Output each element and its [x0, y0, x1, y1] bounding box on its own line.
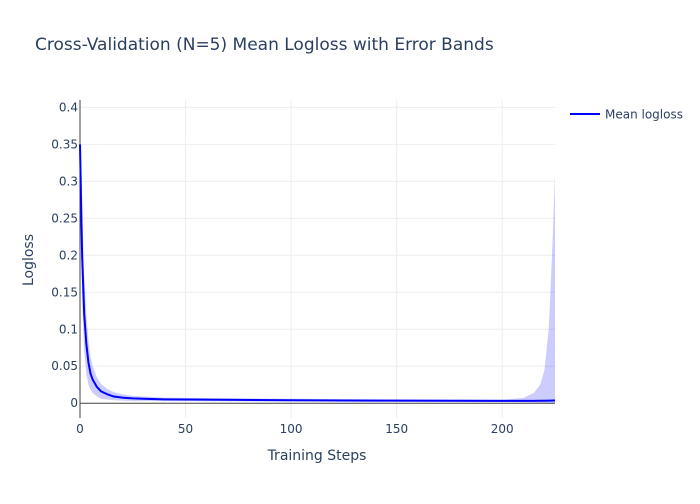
y-tick-label: 0.2 [59, 248, 78, 262]
y-axis-title: Logloss [21, 234, 37, 286]
y-tick-label: 0.4 [59, 100, 78, 114]
x-tick-label: 100 [280, 422, 303, 436]
x-tick-label: 150 [385, 422, 408, 436]
y-tick-label: 0.25 [51, 211, 78, 225]
x-tick-label: 50 [178, 422, 193, 436]
chart-title: Cross-Validation (N=5) Mean Logloss with… [35, 35, 494, 55]
y-tick-label: 0.3 [59, 174, 78, 188]
legend-label: Mean logloss [605, 108, 683, 122]
x-tick-label: 200 [491, 422, 514, 436]
x-axis-title: Training Steps [267, 448, 367, 464]
y-tick-label: 0.1 [59, 322, 78, 336]
mean-logloss-line[interactable] [79, 144, 555, 402]
mean-line-layer [79, 144, 555, 402]
y-tick-label: 0.35 [51, 137, 78, 151]
y-tick-label: 0.05 [51, 359, 78, 373]
grid-lines [79, 100, 555, 418]
x-tick-label: 0 [76, 422, 84, 436]
axis-tick-labels: 0 50 100 150 200 0 0.05 0.1 0.15 0.2 0.25 0.3 0.35 0.… [51, 100, 513, 436]
legend[interactable]: Mean logloss [570, 108, 683, 122]
y-tick-label: 0 [70, 396, 78, 410]
y-tick-label: 0.15 [51, 285, 78, 299]
